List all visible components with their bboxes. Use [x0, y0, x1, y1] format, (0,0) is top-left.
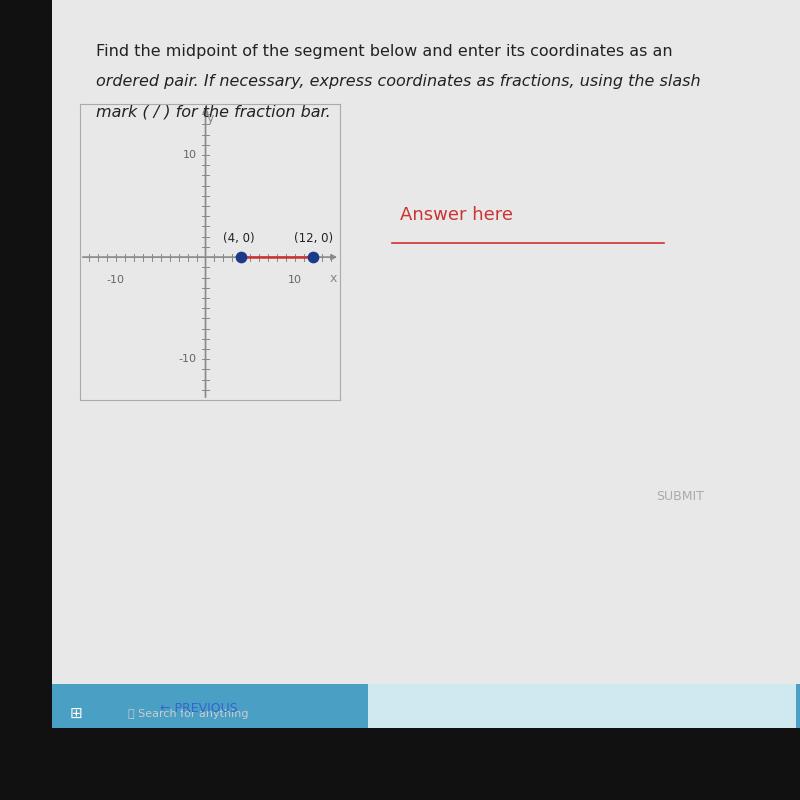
Text: ⊞: ⊞ [70, 706, 82, 721]
Text: (4, 0): (4, 0) [223, 232, 254, 245]
Text: 10: 10 [288, 275, 302, 286]
Point [235, 250, 248, 263]
Text: 10: 10 [182, 150, 197, 160]
Text: SUBMIT: SUBMIT [656, 490, 704, 502]
Point [306, 250, 319, 263]
Text: Answer here: Answer here [400, 206, 513, 224]
Text: mark ( / ) for the fraction bar.: mark ( / ) for the fraction bar. [96, 105, 330, 120]
Text: x: x [330, 273, 338, 286]
Text: (12, 0): (12, 0) [294, 232, 333, 245]
Text: ← PREVIOUS: ← PREVIOUS [160, 702, 238, 714]
Text: ordered pair. If necessary, express coordinates as fractions, using the slash: ordered pair. If necessary, express coor… [96, 74, 701, 90]
Text: -10: -10 [178, 354, 197, 364]
Text: -10: -10 [107, 275, 125, 286]
Text: y: y [206, 112, 214, 125]
Text: Find the midpoint of the segment below and enter its coordinates as an: Find the midpoint of the segment below a… [96, 44, 673, 59]
Text: 🔍 Search for anything: 🔍 Search for anything [128, 709, 249, 718]
